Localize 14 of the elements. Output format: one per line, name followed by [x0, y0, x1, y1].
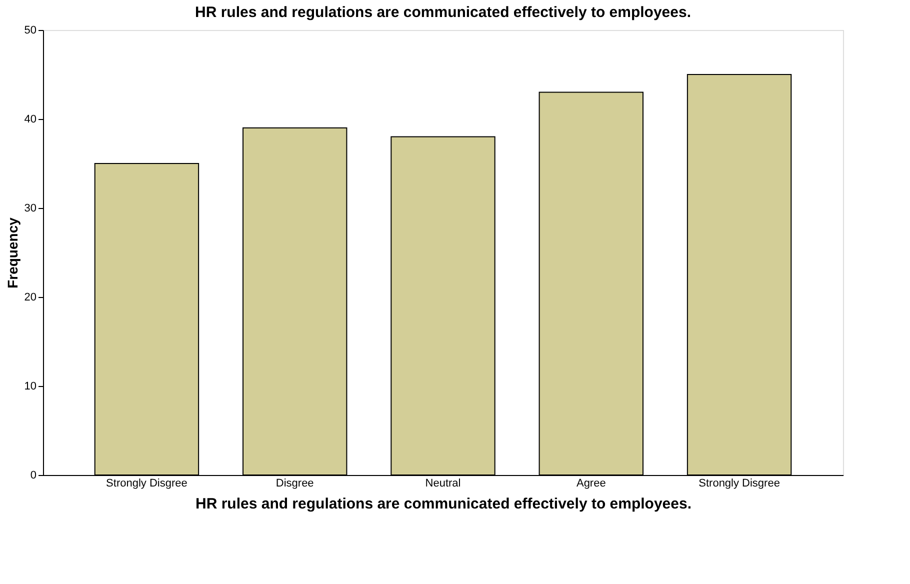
x-tick-label: Disgree: [276, 478, 314, 490]
x-tick-label: Strongly Disgree: [698, 478, 780, 490]
y-tick-label: 20: [24, 292, 36, 304]
x-axis-title: HR rules and regulations are communicated effectively to employees.: [196, 496, 692, 512]
x-tick-label: Strongly Disgree: [106, 478, 188, 490]
chart-title: HR rules and regulations are communicated effectively to employees.: [195, 4, 691, 21]
y-tick-label: 40: [24, 114, 36, 126]
y-tick-label: 0: [30, 470, 36, 482]
y-axis-title: Frequency: [4, 217, 20, 288]
x-tick-label: Neutral: [425, 478, 461, 490]
y-tick-label: 30: [24, 202, 36, 214]
y-tick-label: 10: [24, 380, 36, 392]
x-tick-label: Agree: [576, 478, 606, 490]
y-tick-label: 50: [24, 24, 36, 36]
